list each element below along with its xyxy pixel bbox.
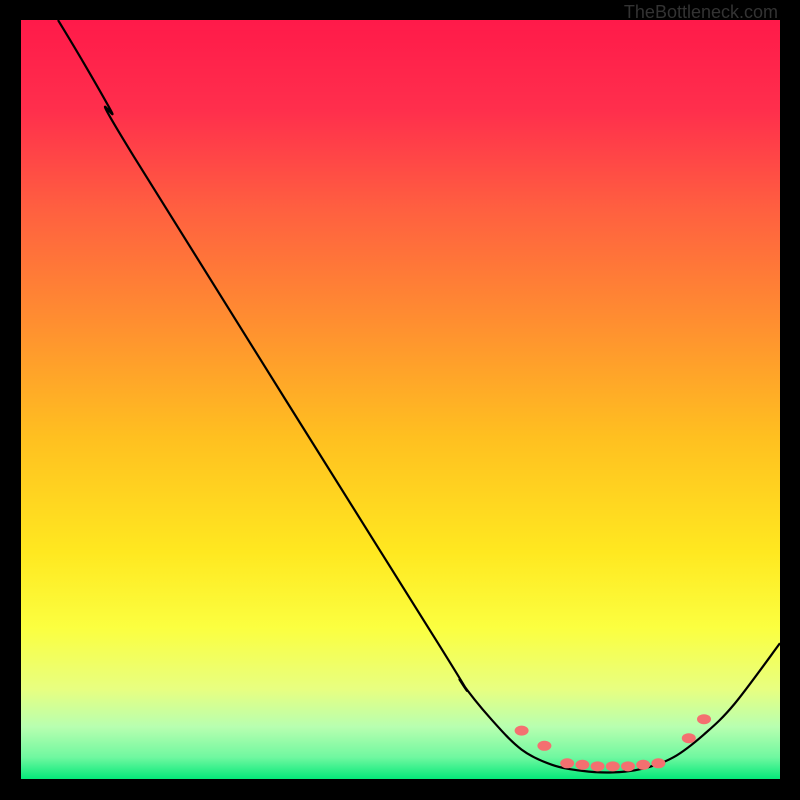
curve-marker [651,758,665,768]
curve-marker [697,714,711,724]
curve-marker [537,741,551,751]
curve-marker [682,733,696,743]
chart-container: TheBottleneck.com [0,0,800,800]
curve-marker [591,761,605,771]
curve-marker [575,760,589,770]
curve-marker [606,761,620,771]
bottleneck-curve [58,20,780,773]
curve-layer [20,20,780,780]
curve-marker [560,758,574,768]
watermark-text: TheBottleneck.com [624,2,778,23]
curve-marker [621,761,635,771]
curve-marker [636,760,650,770]
curve-marker [515,726,529,736]
plot-area [20,20,780,780]
